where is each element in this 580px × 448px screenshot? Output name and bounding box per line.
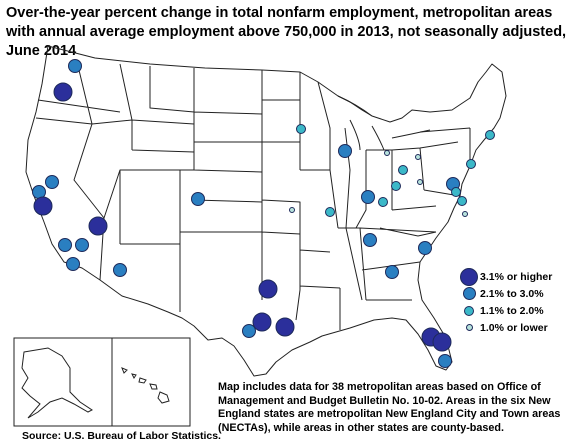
- metro-area-marker: [438, 354, 452, 368]
- legend-label: 3.1% or higher: [480, 270, 553, 283]
- legend-item: 3.1% or higher: [458, 267, 553, 286]
- metro-area-marker: [485, 130, 495, 140]
- metro-area-marker: [466, 159, 476, 169]
- metro-area-marker: [75, 238, 89, 252]
- us-outline: [25, 45, 507, 377]
- metro-area-marker: [363, 233, 377, 247]
- metro-area-marker: [398, 165, 408, 175]
- metro-area-marker: [296, 124, 306, 134]
- legend-label: 1.0% or lower: [480, 321, 548, 334]
- metro-area-marker: [53, 82, 73, 102]
- metro-area-marker: [258, 279, 278, 299]
- metro-area-marker: [384, 150, 390, 156]
- metro-area-marker: [33, 196, 53, 216]
- legend-marker: [465, 324, 473, 331]
- metro-area-marker: [66, 257, 80, 271]
- alaska-outline: [21, 347, 93, 419]
- metro-area-marker: [385, 265, 399, 279]
- metro-area-marker: [338, 144, 352, 158]
- metro-area-marker: [58, 238, 72, 252]
- metro-area-marker: [289, 207, 295, 213]
- legend-item: 1.0% or lower: [458, 319, 552, 336]
- legend-item: 2.1% to 3.0%: [458, 285, 552, 302]
- hawaii-outline: [121, 367, 170, 404]
- metro-area-marker: [68, 59, 82, 73]
- metro-area-marker: [462, 211, 468, 217]
- metro-area-marker: [191, 192, 205, 206]
- metro-area-marker: [252, 312, 272, 332]
- map-note: Map includes data for 38 metropolitan ar…: [218, 381, 561, 434]
- metro-area-marker: [457, 196, 467, 206]
- metro-area-marker: [242, 324, 256, 338]
- metro-area-marker: [361, 190, 375, 204]
- metro-area-marker: [451, 187, 461, 197]
- metro-area-marker: [415, 154, 421, 160]
- metro-area-marker: [275, 317, 295, 337]
- metro-area-marker: [432, 332, 452, 352]
- legend-marker: [462, 287, 476, 300]
- metro-area-marker: [113, 263, 127, 277]
- metro-area-marker: [325, 207, 335, 217]
- legend-item: 1.1% to 2.0%: [458, 302, 552, 319]
- source-note: Source: U.S. Bureau of Labor Statistics.: [22, 430, 221, 442]
- legend-label: 2.1% to 3.0%: [480, 287, 544, 300]
- legend-label: 1.1% to 2.0%: [480, 304, 544, 317]
- metro-area-marker: [418, 241, 432, 255]
- legend-marker: [464, 305, 474, 316]
- legend: 3.1% or higher 2.1% to 3.0% 1.1% to 2.0% 1.…: [458, 267, 553, 336]
- metro-area-marker: [391, 181, 401, 191]
- metro-area-marker: [45, 175, 59, 189]
- metro-area-marker: [417, 179, 423, 185]
- legend-marker: [460, 267, 478, 286]
- inset-frame: [13, 337, 191, 427]
- metro-area-marker: [88, 216, 108, 236]
- metro-area-marker: [378, 197, 388, 207]
- map-title: Over-the-year percent change in total no…: [6, 5, 567, 59]
